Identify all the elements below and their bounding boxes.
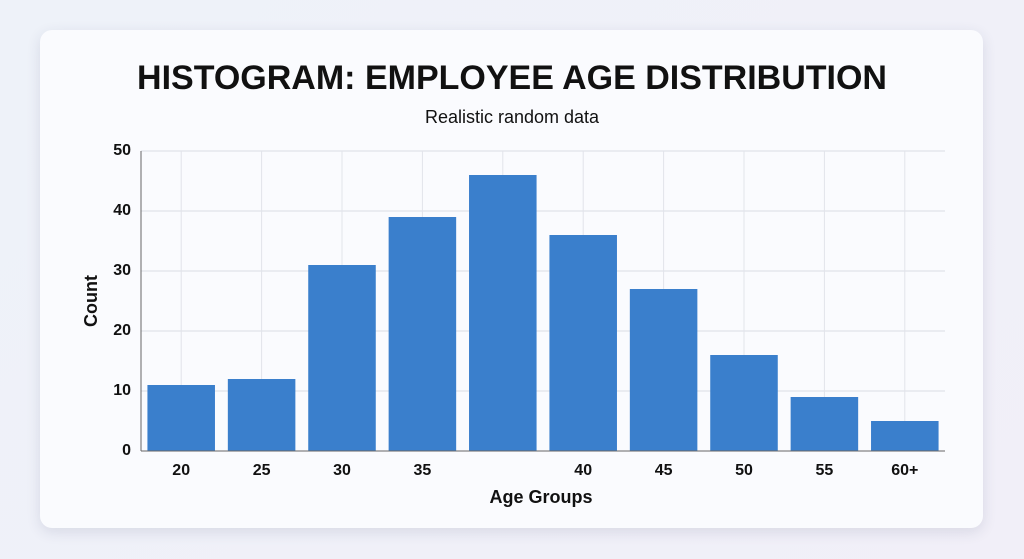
bar — [388, 217, 457, 451]
x-tick-label: 60+ — [891, 462, 918, 479]
x-tick-label: 35 — [414, 462, 432, 479]
x-tick-label: 40 — [574, 462, 592, 479]
y-tick-label: 20 — [113, 322, 131, 339]
x-tick-label: 20 — [172, 462, 190, 479]
y-tick-label: 40 — [113, 202, 131, 219]
bar — [549, 235, 617, 451]
x-tick-label: 55 — [816, 462, 834, 479]
y-tick-label: 50 — [113, 142, 131, 159]
bar — [629, 289, 698, 451]
x-tick-label: 45 — [655, 462, 673, 479]
x-tick-label: 25 — [253, 462, 271, 479]
bar — [790, 397, 859, 451]
y-axis-label: Count — [81, 275, 101, 327]
x-tick-label: 50 — [735, 462, 753, 479]
bar — [227, 379, 296, 451]
y-tick-label: 0 — [122, 442, 131, 459]
bar — [469, 175, 537, 451]
bar — [308, 265, 376, 451]
chart-subtitle: Realistic random data — [425, 107, 600, 127]
y-tick-label: 10 — [113, 382, 131, 399]
y-tick-label: 30 — [113, 262, 131, 279]
bar — [710, 355, 778, 451]
x-axis-label: Age Groups — [489, 487, 592, 507]
chart-title: HISTOGRAM: EMPLOYEE AGE DISTRIBUTION — [137, 59, 887, 97]
bar — [147, 385, 215, 451]
x-tick-label: 30 — [333, 462, 351, 479]
bar — [871, 421, 939, 451]
